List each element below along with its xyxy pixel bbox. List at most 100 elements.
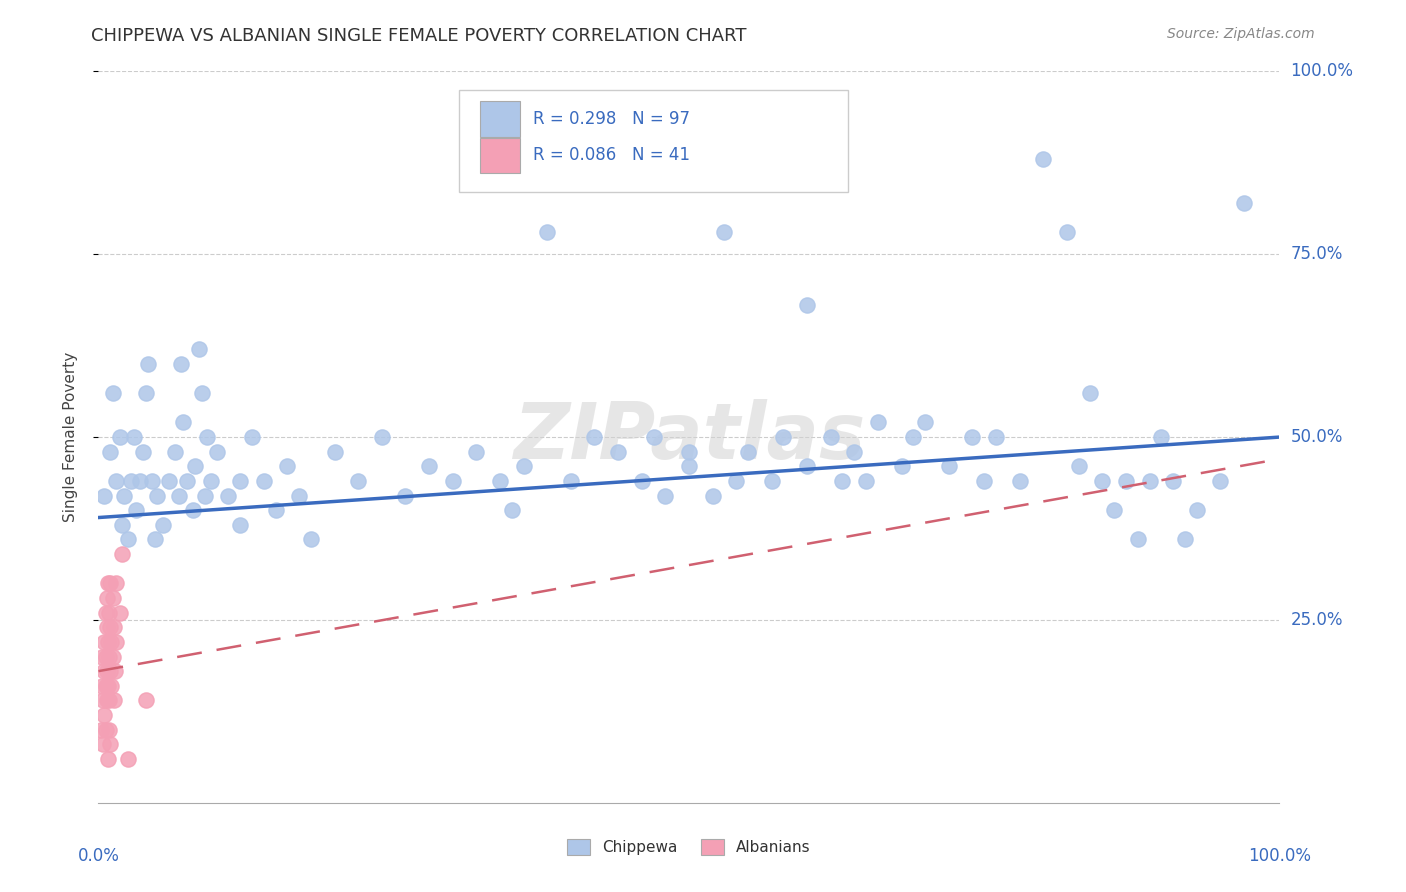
Point	[761, 474, 783, 488]
FancyBboxPatch shape	[479, 101, 520, 136]
Point	[583, 430, 606, 444]
Point	[97, 752, 120, 766]
Point	[157, 474, 180, 488]
Point	[90, 723, 112, 737]
Point	[914, 416, 936, 430]
Point	[97, 679, 120, 693]
Point	[152, 517, 174, 532]
Point	[1067, 459, 1090, 474]
Point	[1080, 386, 1102, 401]
Point	[194, 489, 217, 503]
Point	[128, 474, 150, 488]
Point	[217, 489, 239, 503]
Point	[654, 489, 676, 503]
Point	[132, 444, 155, 458]
Point	[195, 430, 218, 444]
Point	[938, 459, 960, 474]
Point	[93, 708, 115, 723]
Point	[1233, 196, 1256, 211]
Point	[97, 576, 120, 591]
Text: 50.0%: 50.0%	[1291, 428, 1343, 446]
Point	[984, 430, 1007, 444]
Point	[264, 503, 287, 517]
FancyBboxPatch shape	[479, 137, 520, 173]
Y-axis label: Single Female Poverty: Single Female Poverty	[63, 352, 77, 522]
Point	[643, 430, 665, 444]
Point	[678, 444, 700, 458]
Point	[560, 474, 582, 488]
Text: ZIPatlas: ZIPatlas	[513, 399, 865, 475]
Point	[831, 474, 853, 488]
Point	[191, 386, 214, 401]
Point	[844, 444, 866, 458]
Point	[91, 693, 114, 707]
Point	[796, 298, 818, 312]
Point	[181, 503, 204, 517]
Point	[94, 723, 117, 737]
Point	[122, 430, 145, 444]
Point	[240, 430, 263, 444]
Point	[820, 430, 842, 444]
Point	[1161, 474, 1184, 488]
Point	[418, 459, 440, 474]
Point	[323, 444, 346, 458]
Point	[678, 459, 700, 474]
Point	[1126, 533, 1149, 547]
Point	[111, 517, 134, 532]
Point	[725, 474, 748, 488]
Point	[135, 693, 157, 707]
Point	[1091, 474, 1114, 488]
Point	[702, 489, 724, 503]
Point	[288, 489, 311, 503]
Point	[96, 620, 118, 634]
Point	[1139, 474, 1161, 488]
Point	[170, 357, 193, 371]
Text: 75.0%: 75.0%	[1291, 245, 1343, 263]
Point	[103, 693, 125, 707]
Point	[96, 591, 118, 605]
Point	[772, 430, 794, 444]
Point	[108, 430, 131, 444]
Point	[347, 474, 370, 488]
Point	[93, 664, 115, 678]
Point	[98, 737, 121, 751]
Point	[98, 444, 121, 458]
Text: 25.0%: 25.0%	[1291, 611, 1343, 629]
Point	[94, 606, 117, 620]
Point	[98, 606, 121, 620]
Point	[512, 459, 534, 474]
Point	[91, 679, 114, 693]
Point	[112, 489, 135, 503]
Point	[135, 386, 157, 401]
Point	[98, 723, 121, 737]
Point	[101, 649, 124, 664]
Point	[713, 225, 735, 239]
Point	[890, 459, 912, 474]
Point	[165, 444, 187, 458]
Point	[97, 635, 120, 649]
Point	[299, 533, 322, 547]
Point	[98, 620, 121, 634]
Point	[143, 533, 166, 547]
Point	[100, 635, 122, 649]
Text: 100.0%: 100.0%	[1291, 62, 1354, 80]
Point	[1150, 430, 1173, 444]
Point	[184, 459, 207, 474]
Point	[1115, 474, 1137, 488]
Point	[117, 752, 139, 766]
Point	[1032, 152, 1054, 166]
Point	[104, 664, 127, 678]
Point	[253, 474, 276, 488]
Point	[105, 474, 128, 488]
Point	[94, 649, 117, 664]
Point	[394, 489, 416, 503]
Point	[146, 489, 169, 503]
Point	[962, 430, 984, 444]
Point	[229, 517, 252, 532]
Point	[111, 547, 134, 561]
Point	[91, 649, 114, 664]
Text: R = 0.086   N = 41: R = 0.086 N = 41	[533, 146, 690, 164]
Point	[1102, 503, 1125, 517]
Point	[100, 679, 122, 693]
Point	[93, 635, 115, 649]
